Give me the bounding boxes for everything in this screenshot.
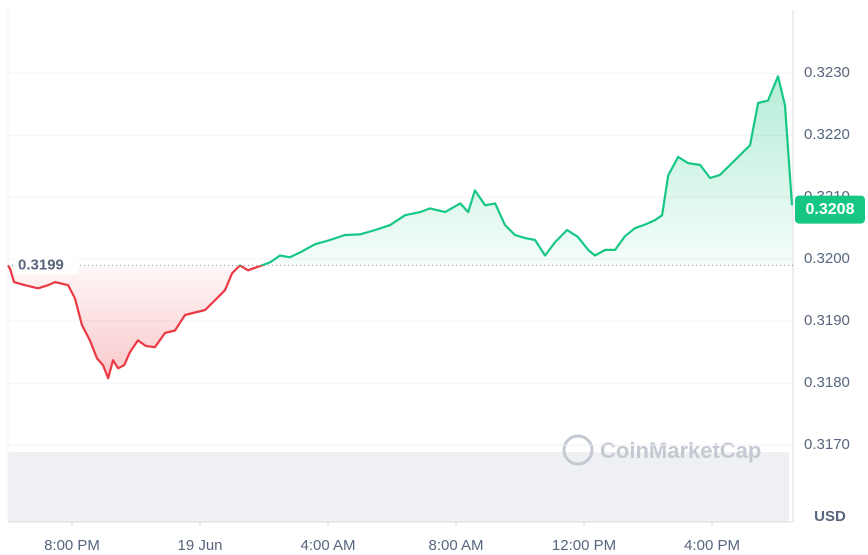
price-line [7,75,794,380]
y-tick-label: 0.3200 [804,250,850,267]
x-tick-label: 4:00 AM [300,537,355,554]
watermark-text: CoinMarketCap [600,438,761,463]
y-tick-label: 0.3190 [804,312,850,329]
x-tick-label: 19 Jun [177,537,222,554]
baseline-label-bg [14,254,78,275]
watermark: CoinMarketCap [562,434,761,466]
currency-label: USD [814,508,846,525]
x-tick-label: 8:00 AM [428,537,483,554]
y-tick-label: 0.3170 [804,436,850,453]
last-price-label: 0.3208 [806,201,855,218]
y-tick-label: 0.3220 [804,126,850,143]
x-tick-label: 4:00 PM [684,537,740,554]
x-tick-label: 8:00 PM [44,537,100,554]
watermark-logo [562,434,594,466]
price-area [8,76,792,379]
volume-backdrop [8,452,789,522]
baseline-label: 0.3199 [18,256,64,273]
last-price-box [795,195,865,224]
y-tick-label: 0.3180 [804,374,850,391]
x-tick-label: 12:00 PM [552,537,616,554]
y-tick-label: 0.3230 [804,64,850,81]
